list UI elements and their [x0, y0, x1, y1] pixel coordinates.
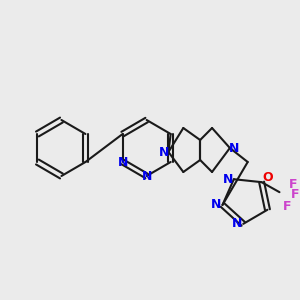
Text: N: N: [211, 199, 222, 212]
Text: N: N: [159, 146, 170, 158]
Text: N: N: [232, 218, 242, 230]
Text: F: F: [283, 200, 292, 213]
Text: N: N: [223, 173, 233, 186]
Text: N: N: [117, 157, 128, 169]
Text: F: F: [289, 178, 298, 191]
Text: N: N: [142, 170, 152, 184]
Text: F: F: [291, 188, 300, 201]
Text: O: O: [262, 171, 273, 184]
Text: N: N: [229, 142, 239, 154]
